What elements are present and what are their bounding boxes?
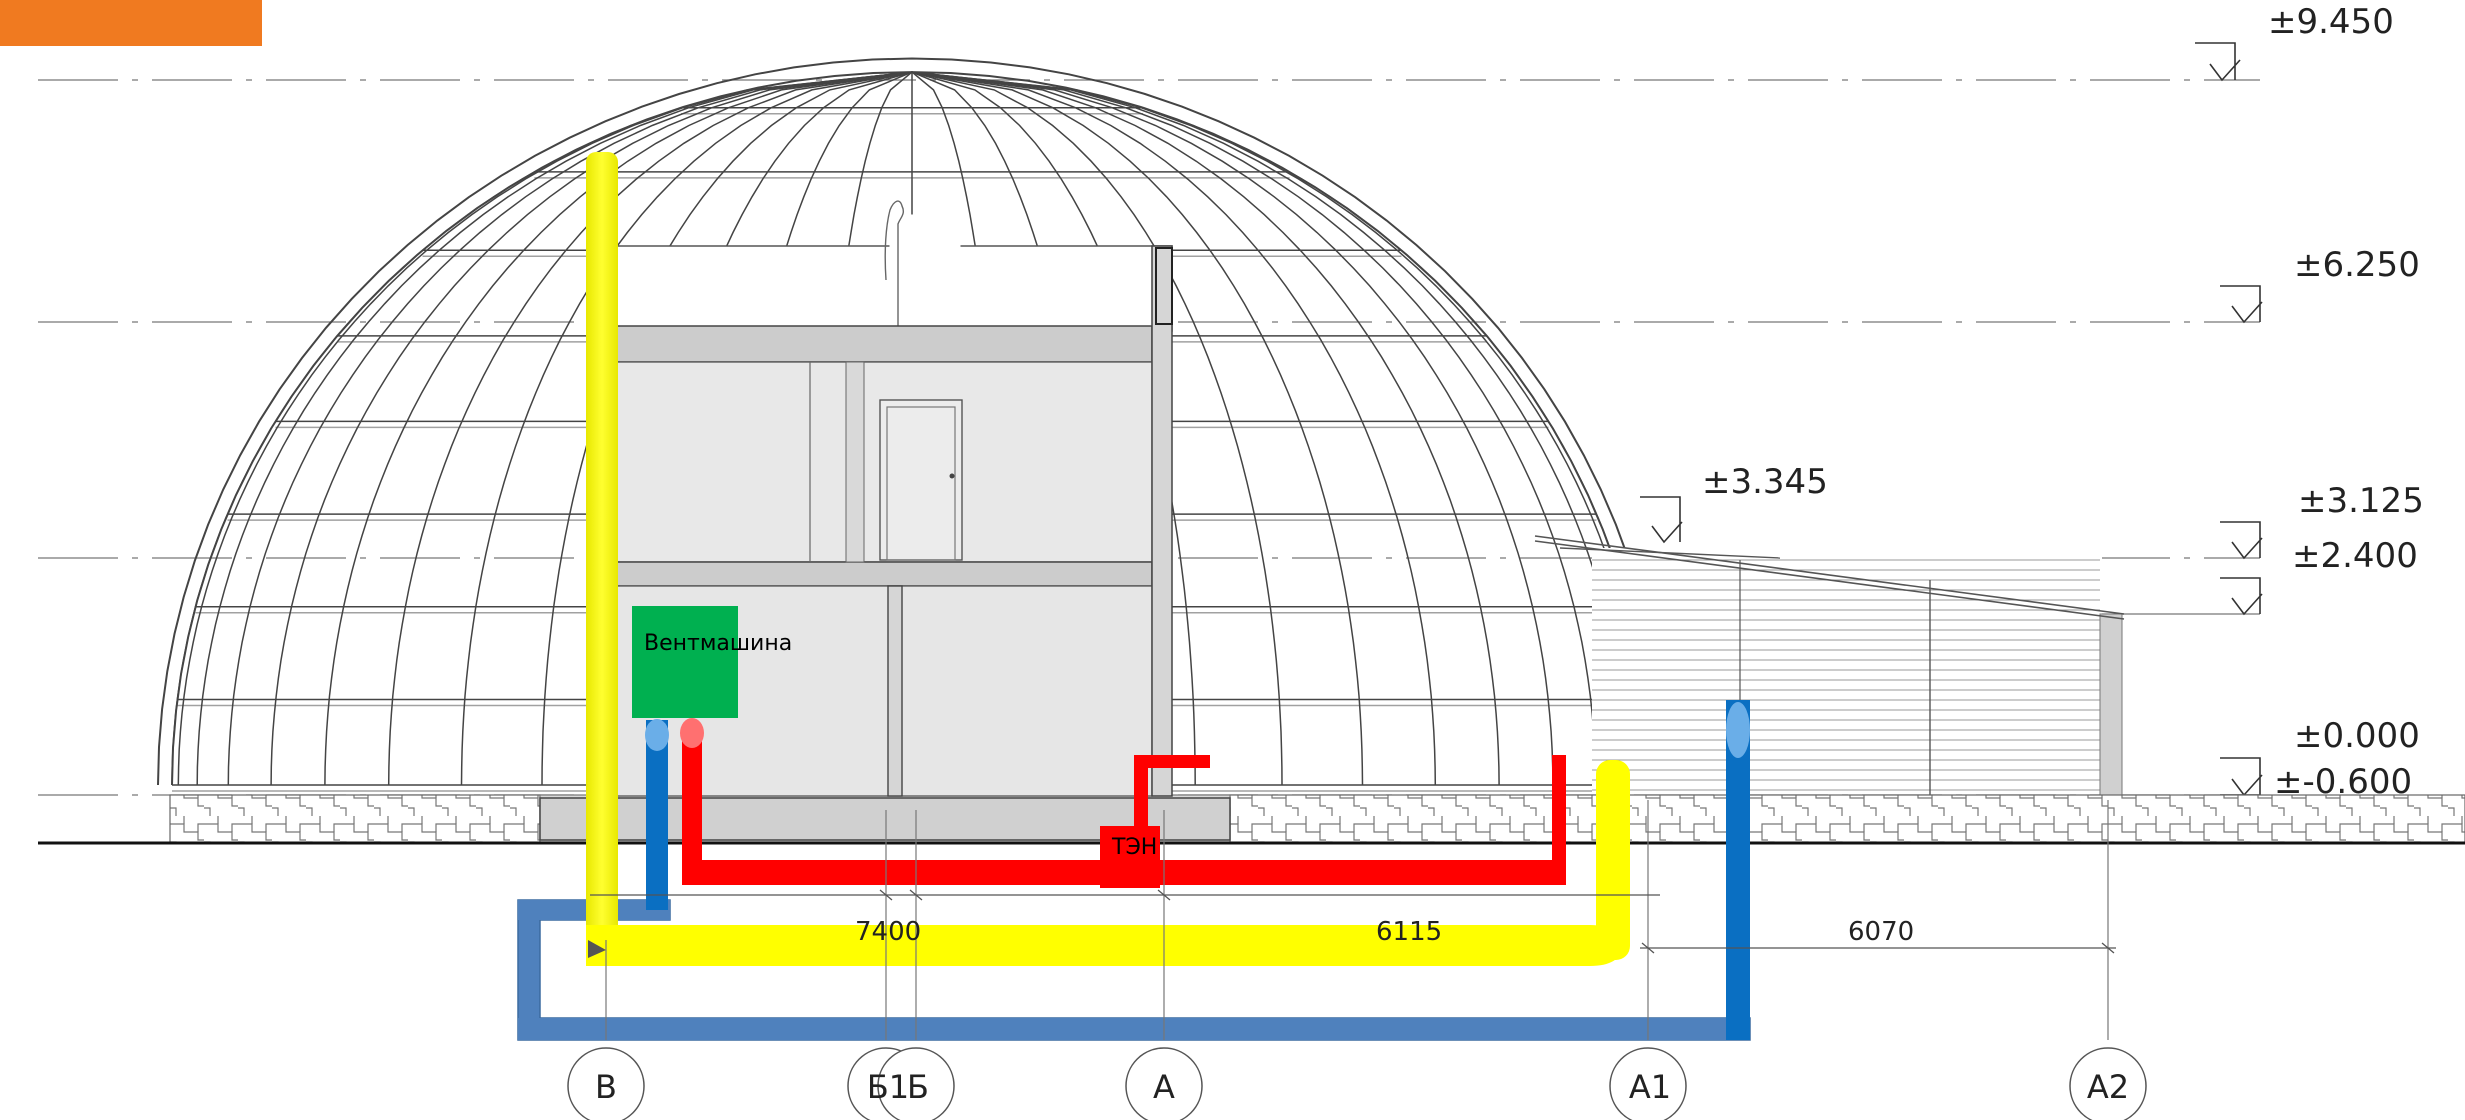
cold-pipe-right-cap bbox=[1726, 702, 1750, 758]
yellow-duct-vertical bbox=[586, 152, 618, 952]
inner-house bbox=[539, 200, 1231, 841]
level-label-3125: ±3.125 bbox=[2298, 481, 2424, 521]
axis-label-v: В bbox=[595, 1068, 617, 1106]
annex-building bbox=[1534, 535, 2125, 815]
dim-7400: 7400 bbox=[855, 917, 921, 947]
level-label-0000: ±0.000 bbox=[2294, 716, 2420, 756]
level-label-9450: ±9.450 bbox=[2268, 2, 2394, 42]
dim-6070: 6070 bbox=[1848, 917, 1914, 947]
cold-pipe-left-cap bbox=[645, 719, 669, 751]
axis-label-b1: Б1 bbox=[867, 1068, 909, 1106]
dim-6115: 6115 bbox=[1376, 917, 1442, 947]
hot-pipe bbox=[682, 725, 1566, 885]
hot-pipe-branch bbox=[1134, 755, 1210, 830]
axis-bubbles bbox=[567, 1047, 2147, 1120]
yellow-duct-riser-right bbox=[1596, 760, 1630, 960]
axis-label-a: А bbox=[1153, 1068, 1175, 1106]
geodesic-dome bbox=[157, 57, 1667, 792]
ventmashina-label: Вентмашина bbox=[644, 631, 792, 656]
level-label-6250: ±6.250 bbox=[2294, 245, 2420, 285]
plinth-left bbox=[169, 794, 541, 844]
ten-label: ТЭН bbox=[1111, 835, 1157, 860]
ventmashina-box bbox=[632, 606, 738, 718]
plinth-right bbox=[1229, 794, 2465, 844]
yellow-duct-horizontal bbox=[586, 925, 1625, 966]
axis-label-a2: А2 bbox=[2087, 1068, 2129, 1106]
axis-label-a1: А1 bbox=[1629, 1068, 1671, 1106]
ten-heater bbox=[1100, 826, 1160, 888]
hot-pipe-cap bbox=[680, 718, 704, 748]
axis-label-b: Б bbox=[907, 1068, 929, 1106]
axis-lines bbox=[605, 800, 2109, 1040]
level-label-3345: ±3.345 bbox=[1702, 462, 1828, 502]
cold-pipe-left bbox=[646, 720, 668, 910]
ground-air-duct-bottom bbox=[518, 1018, 1750, 1040]
corner-badge bbox=[0, 0, 262, 46]
level-label-2400: ±2.400 bbox=[2292, 536, 2418, 576]
yellow-duct-end-marker bbox=[588, 940, 606, 958]
dimension-lines bbox=[590, 889, 2116, 954]
